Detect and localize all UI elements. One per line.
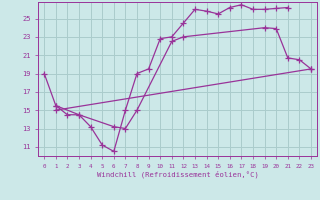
X-axis label: Windchill (Refroidissement éolien,°C): Windchill (Refroidissement éolien,°C)	[97, 170, 259, 178]
